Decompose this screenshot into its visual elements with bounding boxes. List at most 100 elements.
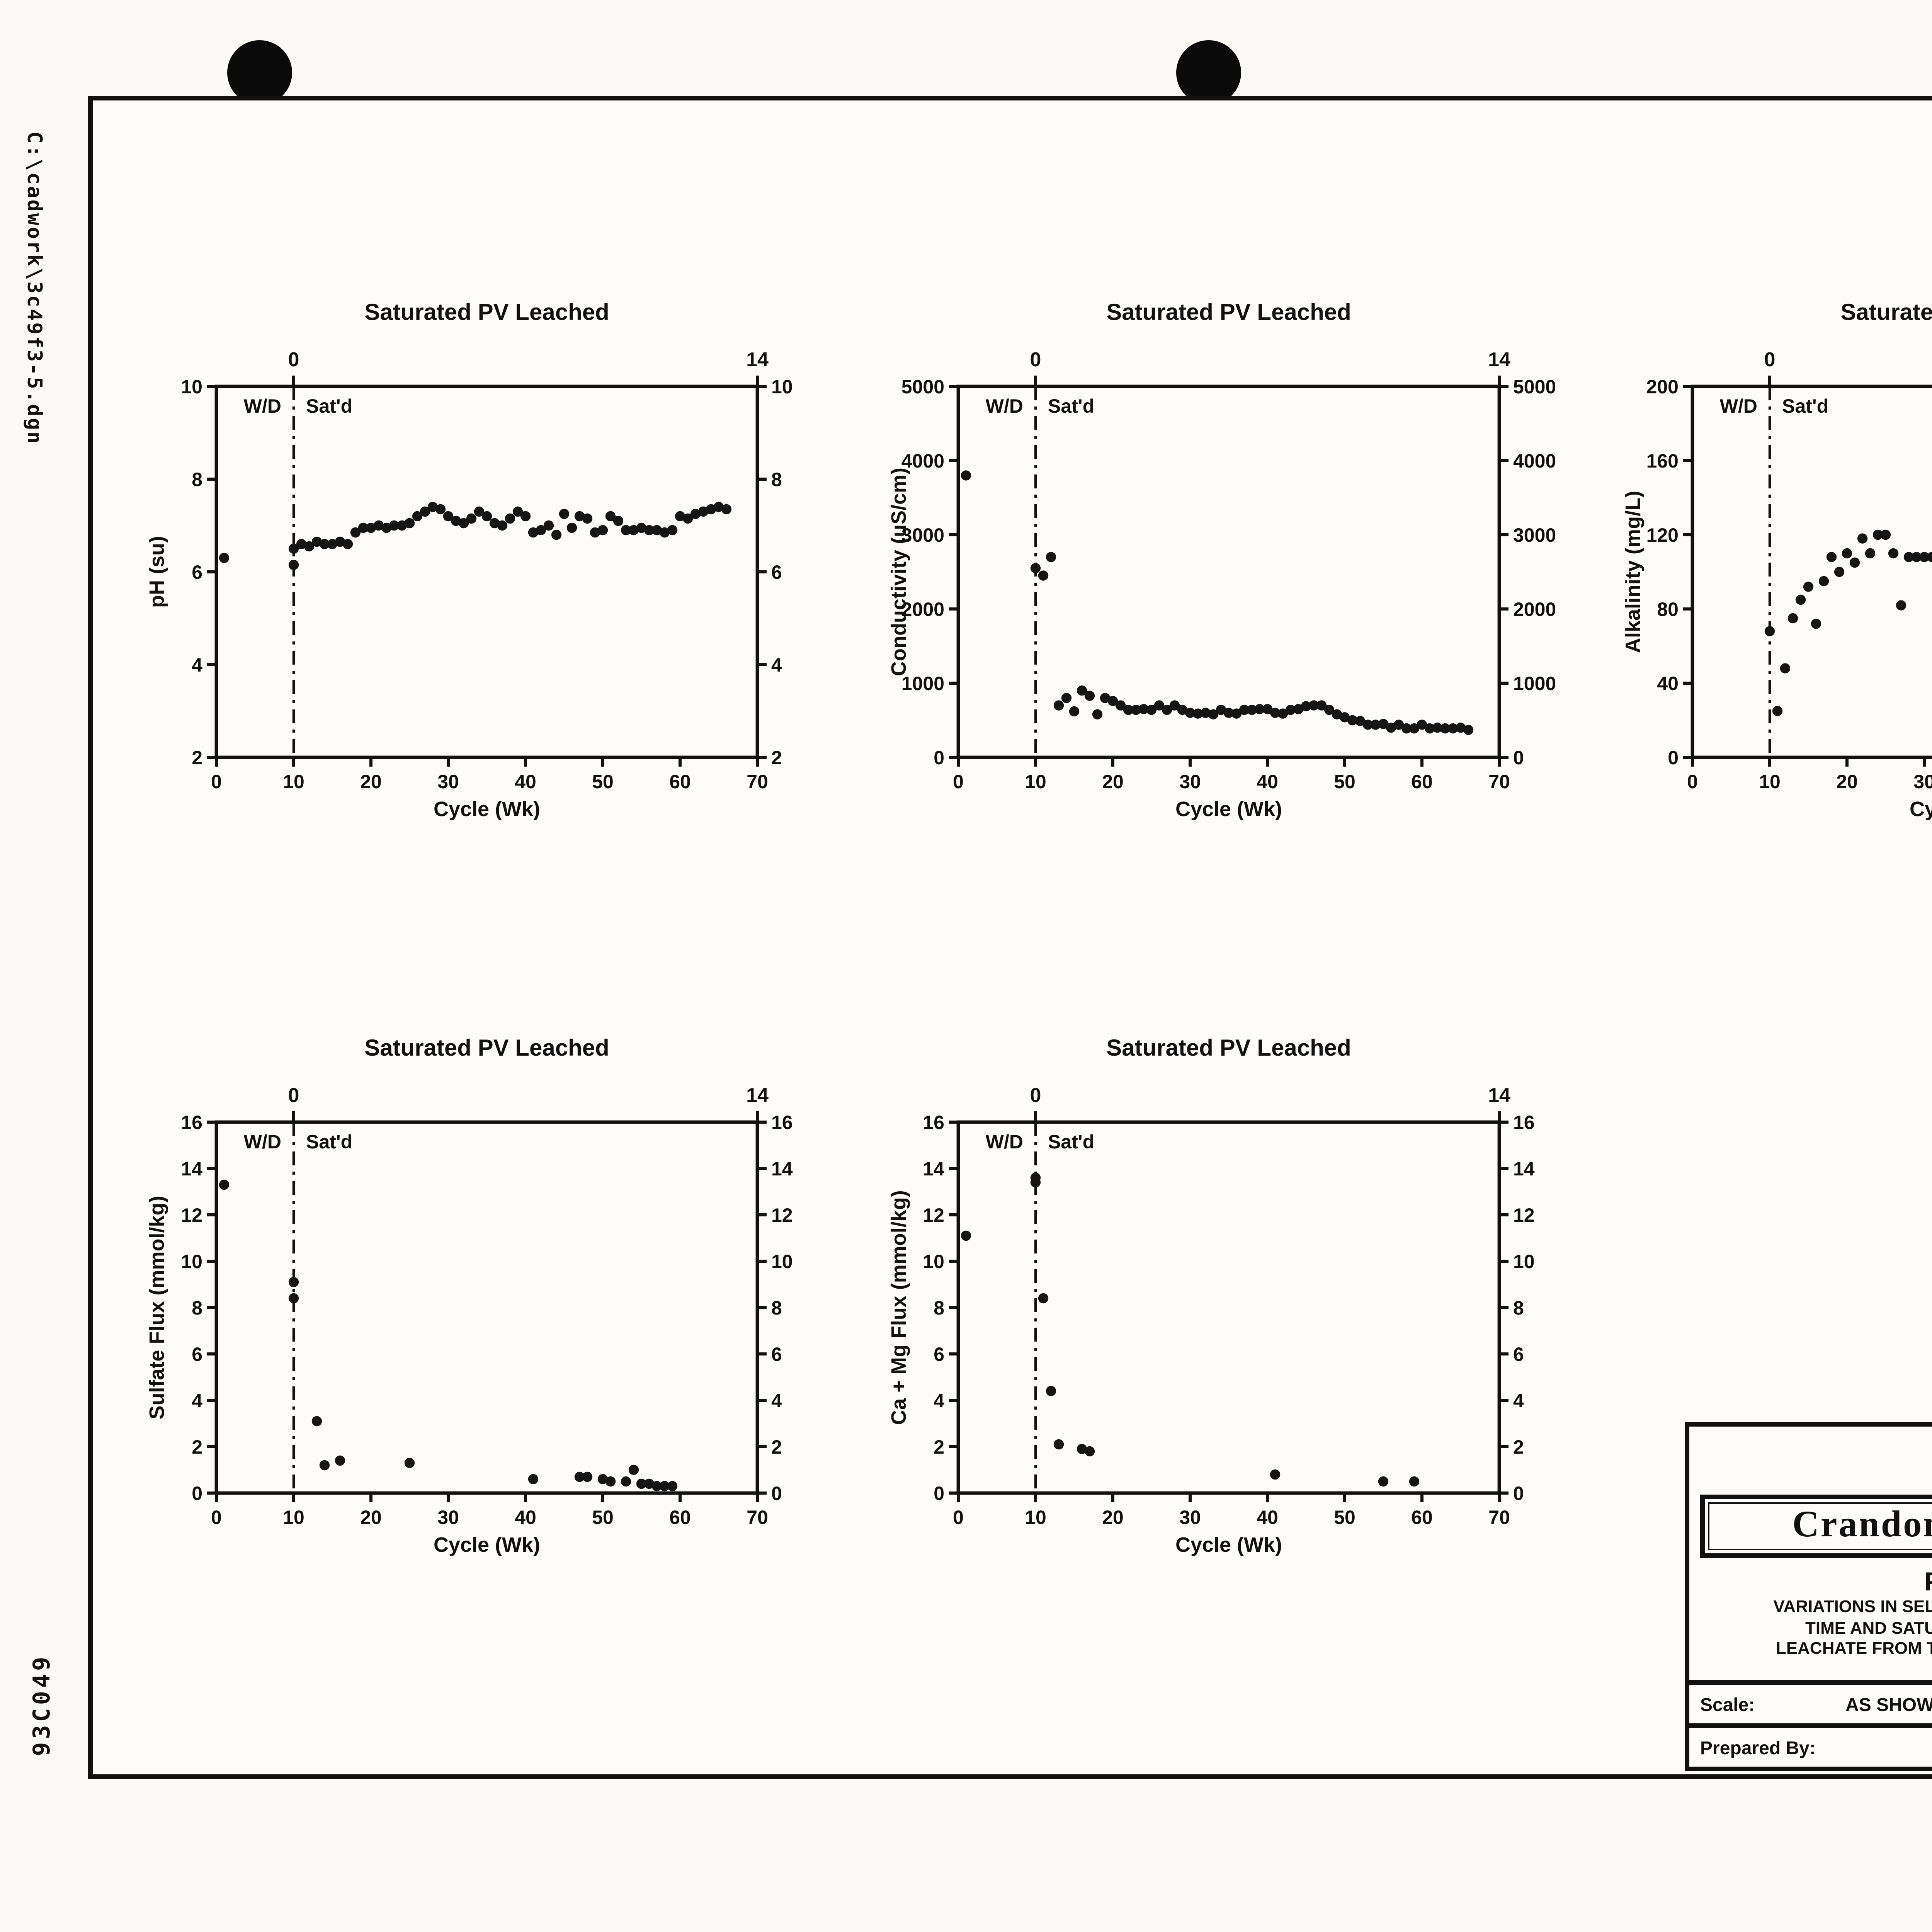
chart-ph-title: Saturated PV Leached xyxy=(364,300,609,326)
svg-text:12: 12 xyxy=(771,1204,793,1226)
svg-text:Cycle (Wk): Cycle (Wk) xyxy=(1910,798,1932,821)
prepared-by-row: Prepared By: Foth & Van Dyke By: JET xyxy=(1689,1723,1932,1767)
svg-text:0: 0 xyxy=(1030,1084,1041,1107)
svg-text:14: 14 xyxy=(746,1084,769,1107)
document-number-text: 93C049 xyxy=(28,1654,56,1756)
svg-text:30: 30 xyxy=(437,1507,459,1528)
prepared-by-label: Prepared By: xyxy=(1700,1736,1816,1758)
svg-text:14: 14 xyxy=(181,1158,202,1180)
svg-text:120: 120 xyxy=(1646,524,1679,546)
svg-text:0: 0 xyxy=(771,1483,782,1504)
svg-text:70: 70 xyxy=(1488,1507,1510,1528)
punch-hole-left xyxy=(227,40,292,105)
svg-text:2: 2 xyxy=(192,747,202,769)
svg-text:14: 14 xyxy=(1488,349,1510,371)
svg-text:Sulfate Flux (mmol/kg): Sulfate Flux (mmol/kg) xyxy=(145,1196,168,1419)
svg-text:70: 70 xyxy=(747,1507,768,1528)
drawing-frame xyxy=(88,96,1932,1779)
svg-text:20: 20 xyxy=(1102,1507,1124,1528)
svg-text:40: 40 xyxy=(515,771,536,793)
svg-text:Sat'd: Sat'd xyxy=(306,395,352,417)
svg-text:60: 60 xyxy=(1411,1507,1433,1528)
svg-text:6: 6 xyxy=(771,561,782,583)
company-name-box: Crandon Mining Company xyxy=(1700,1495,1932,1558)
svg-text:0: 0 xyxy=(1030,349,1041,371)
svg-text:W/D: W/D xyxy=(244,395,281,417)
svg-text:6: 6 xyxy=(771,1344,782,1365)
svg-text:2: 2 xyxy=(934,1436,944,1458)
svg-text:16: 16 xyxy=(923,1112,944,1133)
svg-text:4: 4 xyxy=(771,1390,782,1412)
svg-text:30: 30 xyxy=(1913,771,1932,793)
svg-text:8: 8 xyxy=(771,469,782,490)
svg-text:80: 80 xyxy=(1657,599,1679,620)
svg-text:30: 30 xyxy=(1179,771,1201,793)
svg-text:0: 0 xyxy=(1513,1483,1524,1504)
figure-caption-line-1: VARIATIONS IN SELECTED PARAMETERS AND FL… xyxy=(1773,1598,1932,1617)
prepared-cell: Prepared By: Foth & Van Dyke xyxy=(1689,1728,1932,1767)
svg-text:12: 12 xyxy=(923,1204,944,1226)
svg-text:3000: 3000 xyxy=(1513,524,1556,546)
svg-text:14: 14 xyxy=(923,1158,944,1180)
svg-text:2000: 2000 xyxy=(1513,599,1556,620)
svg-text:10: 10 xyxy=(771,376,793,398)
svg-text:14: 14 xyxy=(771,1158,793,1180)
svg-text:4: 4 xyxy=(192,654,202,676)
svg-text:8: 8 xyxy=(192,469,202,490)
svg-text:W/D: W/D xyxy=(986,1131,1023,1153)
svg-text:0: 0 xyxy=(192,1483,202,1504)
svg-text:pH (su): pH (su) xyxy=(145,536,168,608)
svg-text:0: 0 xyxy=(1687,771,1698,793)
svg-text:1000: 1000 xyxy=(1513,673,1556,694)
chart-conductivity-title: Saturated PV Leached xyxy=(1106,300,1351,326)
svg-text:20: 20 xyxy=(1836,771,1858,793)
figure-caption-line-3: LEACHATE FROM THE BACKFILL COARSE TAILIN… xyxy=(1776,1640,1932,1658)
chart-camg-flux: Saturated PV Leached 0 10 20 30 40 50 60 70 0 0 2 2… xyxy=(884,1036,1573,1572)
svg-text:16: 16 xyxy=(181,1112,202,1133)
svg-text:0: 0 xyxy=(953,771,964,793)
svg-text:4: 4 xyxy=(1513,1390,1524,1412)
svg-text:Sat'd: Sat'd xyxy=(306,1131,352,1153)
svg-text:50: 50 xyxy=(1334,1507,1355,1528)
svg-text:2: 2 xyxy=(771,747,782,769)
svg-text:6: 6 xyxy=(1513,1344,1524,1365)
svg-text:12: 12 xyxy=(1513,1204,1535,1226)
svg-text:14: 14 xyxy=(1513,1158,1535,1180)
svg-text:6: 6 xyxy=(934,1344,944,1365)
chart-ph-plot: 0 10 20 30 40 50 60 70 2 2 4 4 6 6 8 8 10 10 0 14 W/D Sat'd pH… xyxy=(142,334,832,836)
chart-alkalinity: Saturated PV Leached 0102030405060700040… xyxy=(1618,300,1932,836)
svg-text:10: 10 xyxy=(1513,1251,1535,1272)
svg-text:60: 60 xyxy=(1411,771,1433,793)
svg-text:2: 2 xyxy=(192,1436,202,1458)
chart-sulfate-flux-title: Saturated PV Leached xyxy=(364,1036,609,1062)
svg-text:10: 10 xyxy=(1759,771,1781,793)
svg-text:Ca + Mg Flux (mmol/kg): Ca + Mg Flux (mmol/kg) xyxy=(887,1190,910,1425)
svg-text:2: 2 xyxy=(771,1436,782,1458)
svg-text:0: 0 xyxy=(934,747,944,769)
svg-text:16: 16 xyxy=(1513,1112,1535,1133)
svg-text:5000: 5000 xyxy=(901,376,944,398)
svg-text:10: 10 xyxy=(283,1507,304,1528)
svg-text:6: 6 xyxy=(192,561,202,583)
chart-conductivity: Saturated PV Leached 0 10 20 30 40 50 60 70 0 0 10… xyxy=(884,300,1573,836)
svg-text:0: 0 xyxy=(934,1483,944,1504)
svg-text:16: 16 xyxy=(771,1112,793,1133)
svg-text:4: 4 xyxy=(192,1390,202,1412)
chart-alkalinity-plot: 0102030405060700040408080120120160160200… xyxy=(1618,334,1932,836)
chart-camg-flux-plot: 0 10 20 30 40 50 60 70 0 0 2 2 4 4 6 6 8 8 10 10 12 12 14 14 16 1… xyxy=(884,1070,1573,1572)
file-path-text: C:\cadwork\3c49f3-5.dgn xyxy=(22,131,45,446)
chart-conductivity-plot: 0 10 20 30 40 50 60 70 0 0 1000 1000 2000 2000 3000 300… xyxy=(884,334,1573,836)
figure-number: FIGURE 3.5-62 xyxy=(1689,1567,1932,1598)
svg-text:W/D: W/D xyxy=(1720,395,1757,417)
svg-text:Sat'd: Sat'd xyxy=(1782,395,1828,417)
title-block-logo-section: Crandon Mining Company xyxy=(1689,1427,1932,1563)
svg-text:W/D: W/D xyxy=(986,395,1023,417)
svg-text:Cycle (Wk): Cycle (Wk) xyxy=(434,1533,540,1556)
punch-hole-center xyxy=(1176,40,1241,105)
svg-text:Cycle (Wk): Cycle (Wk) xyxy=(1175,798,1282,821)
svg-text:2000: 2000 xyxy=(901,599,944,620)
scale-value: AS SHOWN xyxy=(1845,1693,1932,1715)
svg-text:Cycle (Wk): Cycle (Wk) xyxy=(1175,1533,1282,1556)
svg-text:12: 12 xyxy=(181,1204,202,1226)
